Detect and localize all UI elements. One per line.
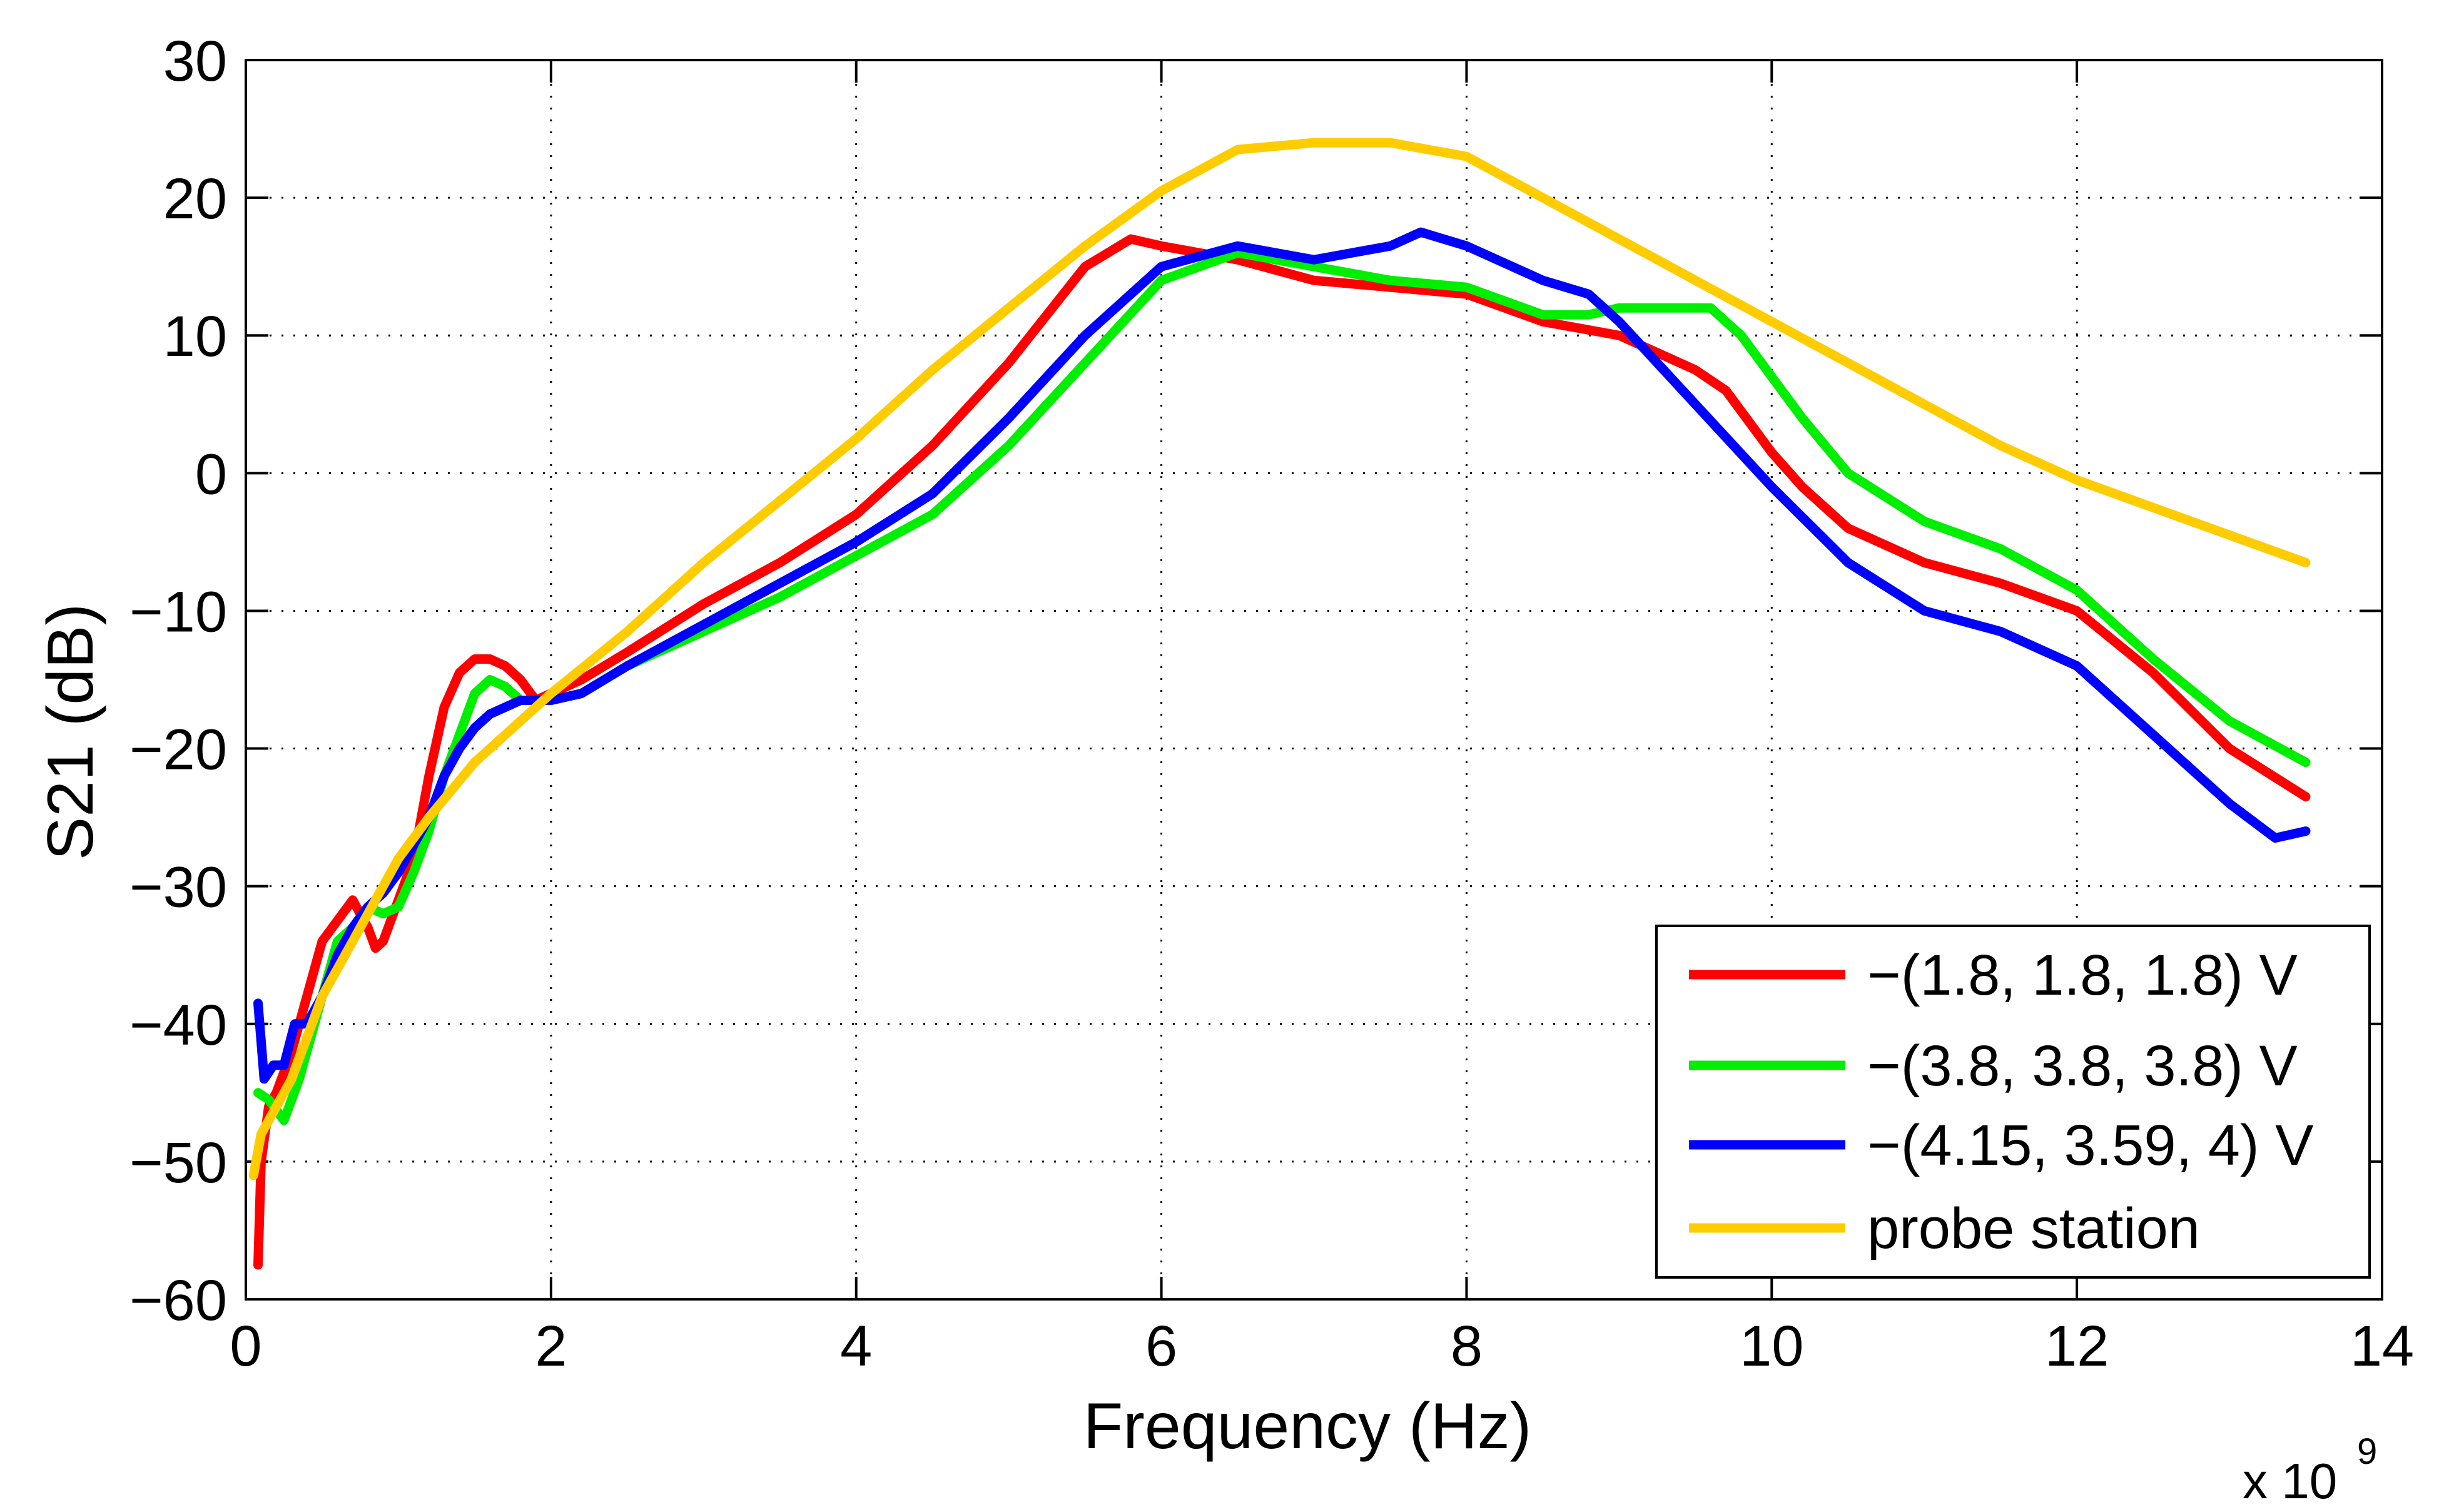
x-tick-label: 4	[840, 1314, 872, 1378]
y-tick-labels: 30 20 10 0 −10 −20 −30 −40 −50 −60	[129, 29, 227, 1332]
y-tick-label: −50	[129, 1131, 227, 1195]
legend-box	[1655, 925, 2371, 1279]
series-line-2	[253, 248, 2311, 1125]
series-line-3	[253, 227, 2311, 1084]
y-tick-label: −40	[129, 993, 227, 1057]
y-tick-label: 30	[163, 29, 227, 93]
x-tick-label: 14	[2350, 1314, 2414, 1378]
y-tick-label: 10	[163, 305, 227, 368]
x-tick-label: 0	[230, 1314, 261, 1378]
y-tick-label: −10	[129, 580, 227, 644]
x-tick-label: 12	[2045, 1314, 2109, 1378]
y-tick-label: 20	[163, 167, 227, 231]
x-multiplier-exponent: 9	[2357, 1431, 2377, 1472]
x-multiplier-label: x 10	[2243, 1453, 2337, 1509]
y-axis-title: S21 (dB)	[34, 604, 107, 860]
x-tick-labels: 0 2 4 6 8 10 12 14	[230, 1314, 2414, 1378]
x-tick-label: 6	[1145, 1314, 1177, 1378]
grid-lines	[246, 60, 2382, 1299]
series-line-1	[253, 234, 2311, 1270]
legend-label-4: probe station	[1867, 1197, 2200, 1261]
y-tick-label: −60	[129, 1269, 227, 1332]
x-tick-label: 8	[1451, 1314, 1483, 1378]
x-tick-label: 10	[1740, 1314, 1803, 1378]
y-tick-label: −30	[129, 856, 227, 920]
series-line-4	[248, 138, 2311, 1180]
y-tick-label: 0	[195, 442, 227, 506]
legend: −(1.8, 1.8, 1.8) V −(3.8, 3.8, 3.8) V −(4.…	[1655, 925, 2371, 1279]
legend-label-1: −(1.8, 1.8, 1.8) V	[1867, 943, 2298, 1007]
x-tick-label: 2	[535, 1314, 567, 1378]
y-tick-label: −20	[129, 718, 227, 782]
plot-frame	[245, 59, 2383, 1301]
legend-label-2: −(3.8, 3.8, 3.8) V	[1867, 1034, 2298, 1098]
axis-ticks	[245, 59, 2383, 1301]
series-lines	[248, 138, 2311, 1270]
legend-label-3: −(4.15, 3.59, 4) V	[1867, 1114, 2313, 1177]
x-axis-title: Frequency (Hz)	[1083, 1390, 1532, 1463]
